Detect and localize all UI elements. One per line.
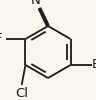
Text: Br: Br (92, 58, 96, 72)
Text: Cl: Cl (15, 86, 28, 100)
Text: N: N (31, 0, 40, 6)
Text: F: F (0, 32, 2, 46)
